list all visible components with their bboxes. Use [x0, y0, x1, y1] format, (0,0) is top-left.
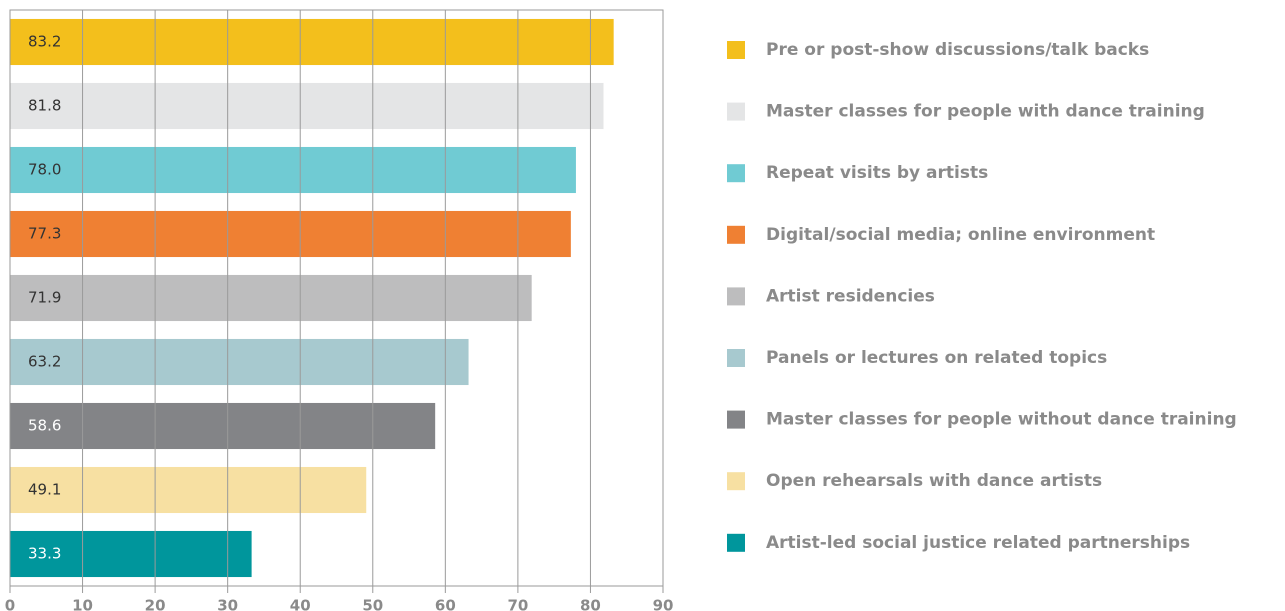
value-label: 83.2: [28, 33, 61, 51]
x-tick-label: 70: [507, 597, 528, 611]
legend-swatch: [727, 533, 745, 552]
value-label: 49.1: [28, 481, 61, 499]
legend-label: Artist-led social justice related partne…: [766, 533, 1190, 553]
x-tick-label: 50: [362, 597, 383, 611]
value-label: 81.8: [28, 97, 61, 115]
value-label: 63.2: [28, 353, 61, 371]
legend-label: Master classes for people with dance tra…: [766, 102, 1205, 122]
bar: [10, 18, 614, 66]
legend-label: Artist residencies: [766, 286, 935, 306]
plot-frame: [9, 9, 664, 587]
legend-label: Open rehearsals with dance artists: [766, 471, 1102, 491]
legend-swatch: [727, 472, 745, 491]
bar: [10, 402, 436, 450]
x-tick-label: 40: [290, 597, 311, 611]
x-tick-label: 10: [72, 597, 93, 611]
value-label: 58.6: [28, 417, 61, 435]
legend-label: Panels or lectures on related topics: [766, 348, 1107, 368]
bar: [10, 210, 571, 258]
x-tick-label: 60: [435, 597, 456, 611]
legend-label: Pre or post-show discussions/talk backs: [766, 40, 1149, 60]
x-tick-label: 20: [145, 597, 166, 611]
bar: [10, 274, 532, 322]
legend-label: Repeat visits by artists: [766, 163, 988, 183]
legend-swatch: [727, 349, 745, 367]
legend-swatch: [727, 287, 745, 306]
legend-swatch: [727, 164, 745, 183]
value-label: 77.3: [28, 225, 61, 243]
legend-swatch: [727, 410, 745, 429]
x-tick-label: 80: [580, 597, 601, 611]
x-tick-label: 0: [5, 597, 15, 611]
value-label: 78.0: [28, 161, 61, 179]
legend-label: Master classes for people without dance …: [766, 410, 1237, 430]
value-label: 71.9: [28, 289, 61, 307]
legend-swatch: [727, 102, 745, 121]
value-label: 33.3: [28, 545, 61, 563]
bar: [10, 466, 367, 514]
x-tick-label: 90: [653, 597, 674, 611]
legend-swatch: [727, 225, 745, 244]
bar: [10, 82, 604, 130]
bar: [10, 338, 469, 386]
x-tick-label: 30: [217, 597, 238, 611]
legend-label: Digital/social media; online environment: [766, 225, 1155, 245]
legend-swatch: [727, 41, 745, 59]
bar: [10, 530, 252, 578]
bar: [10, 146, 576, 194]
